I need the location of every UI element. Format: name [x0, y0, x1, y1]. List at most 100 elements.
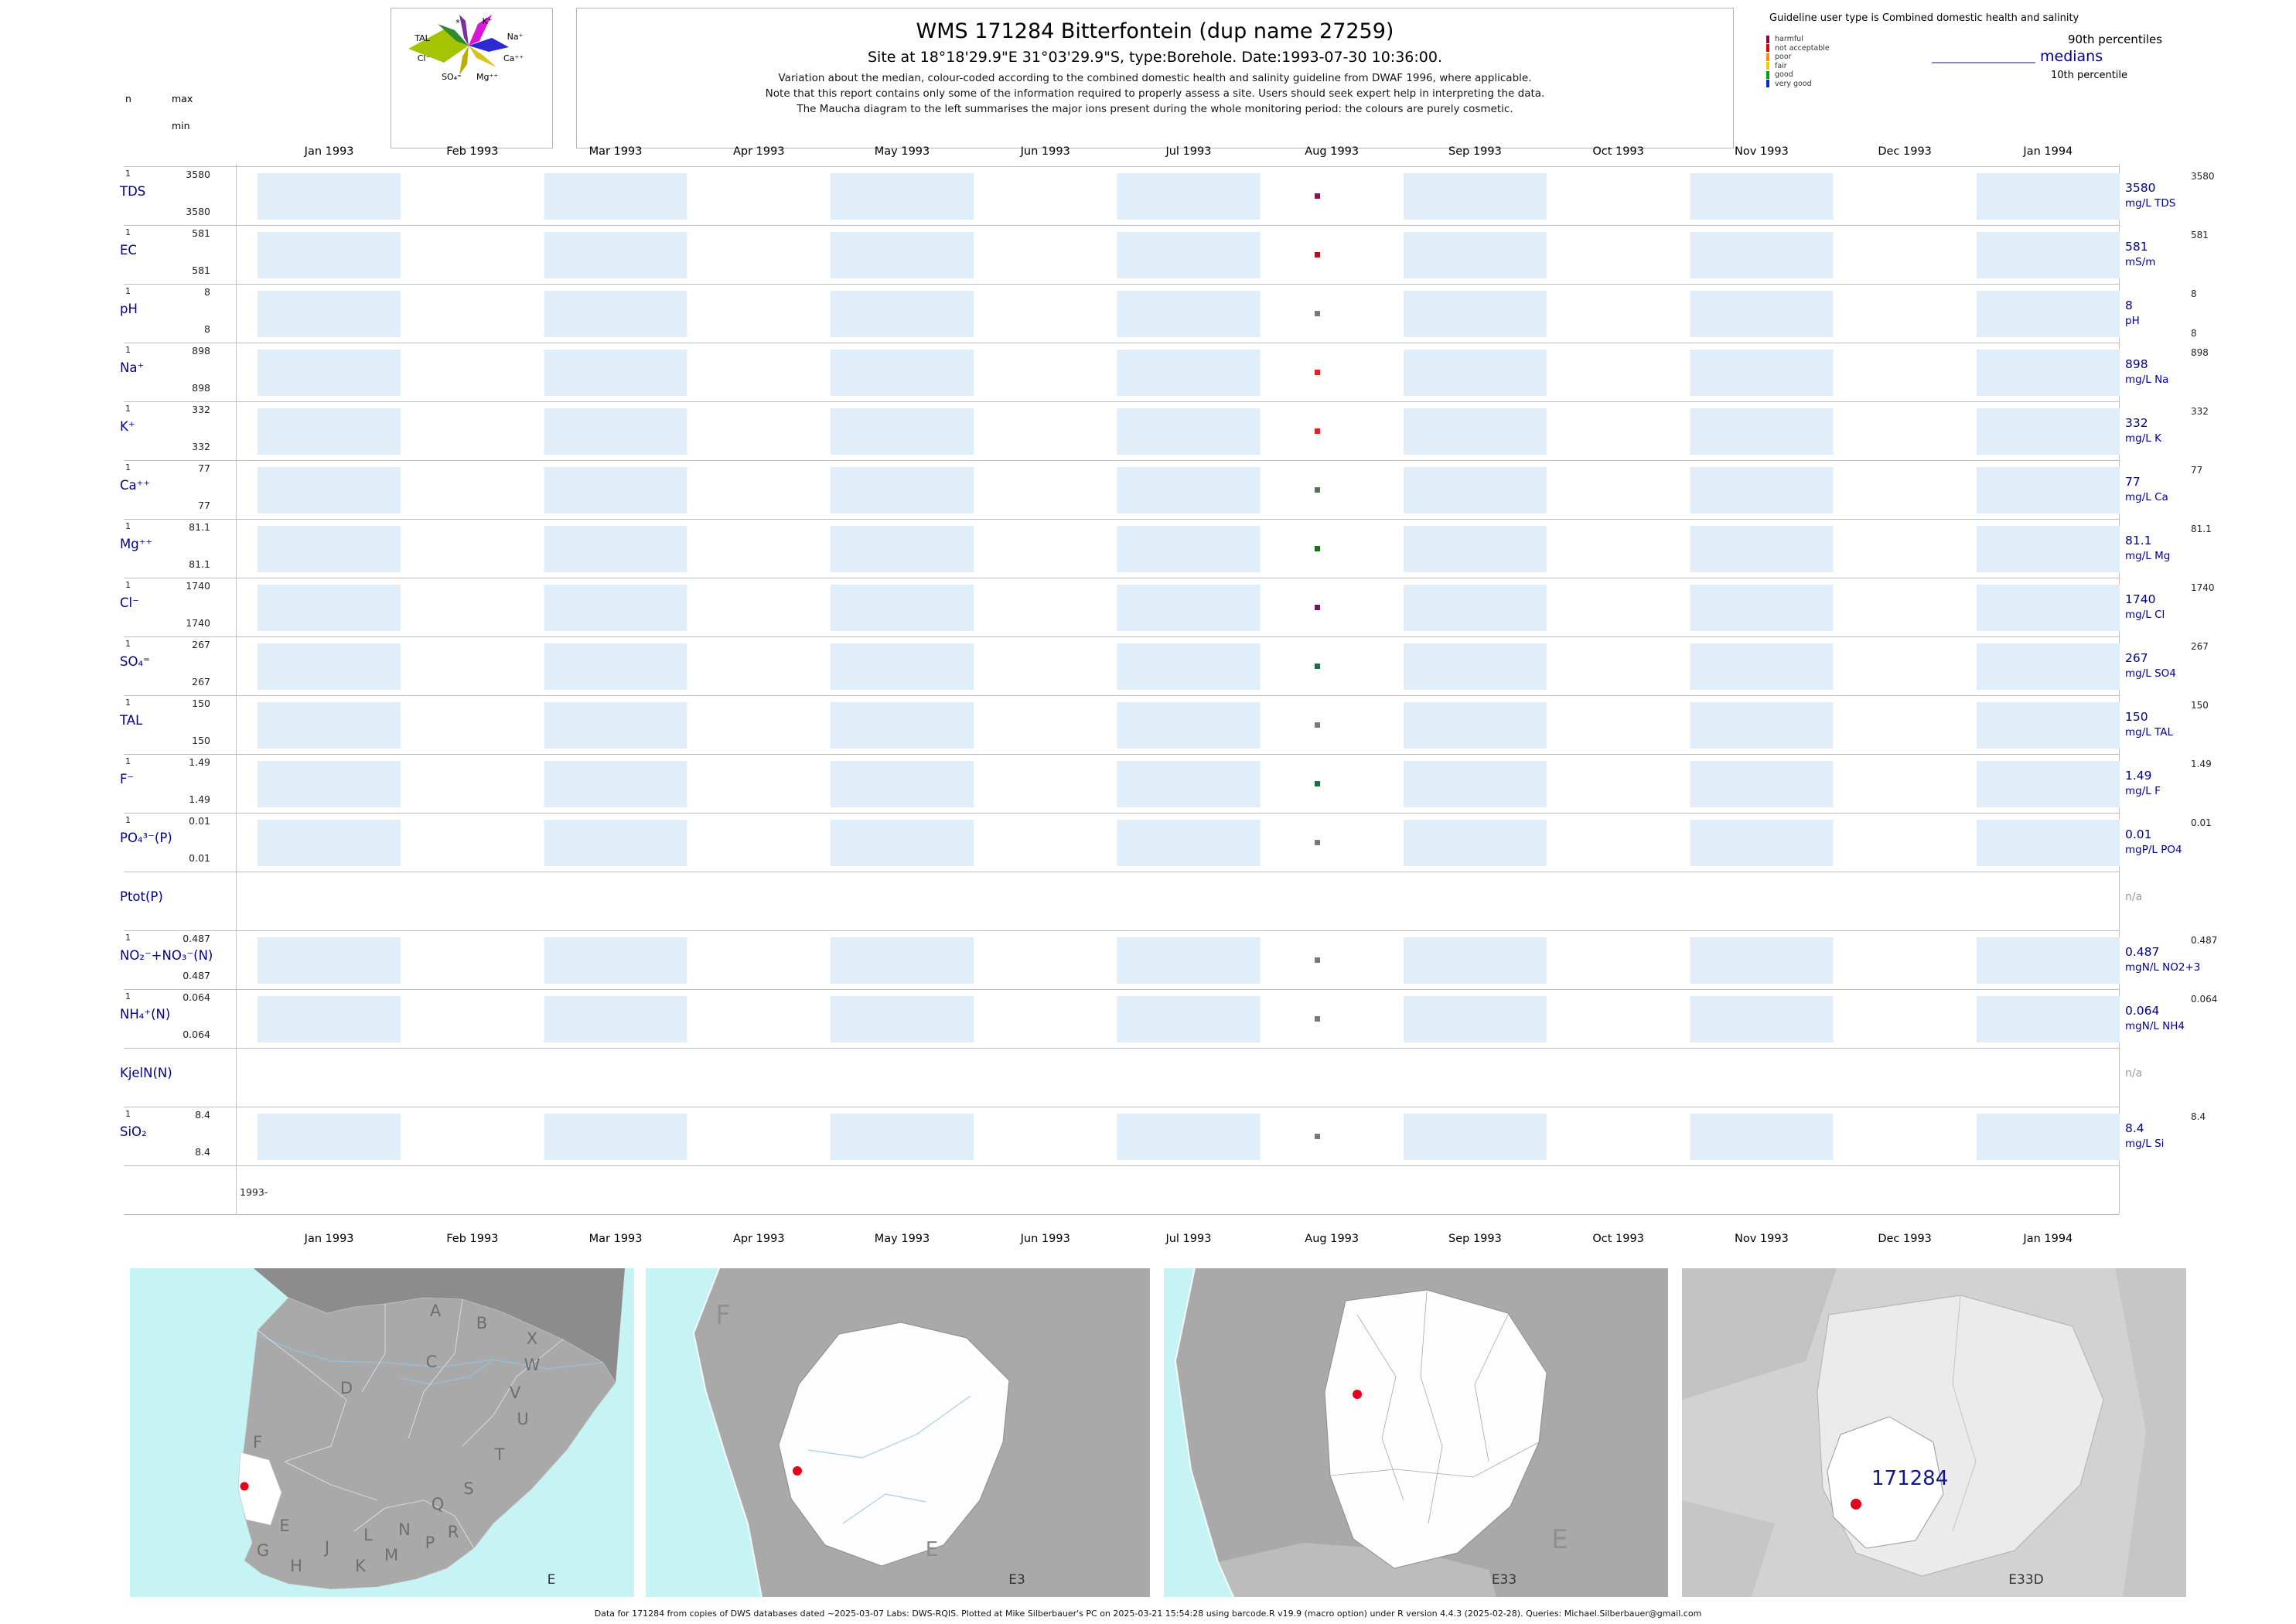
note-maucha: The Maucha diagram to the left summarise… [797, 103, 1513, 115]
region-e-highlight [237, 1452, 282, 1526]
region-letter-f: F [715, 1300, 731, 1331]
min-value: 581 [192, 264, 210, 276]
max-value: 1740 [186, 580, 210, 592]
parameter-row: TAL 1 150 150 150 150 mg/L TAL [120, 695, 2209, 755]
coastline [1174, 1268, 1234, 1597]
parameter-row: Ca⁺⁺ 1 77 77 77 77 mg/L Ca [120, 460, 2202, 520]
drainage-region-letter: X [527, 1329, 537, 1348]
sample-count: 1 [125, 698, 131, 708]
parameter-name: TAL [120, 713, 143, 728]
map-code-label: E [548, 1572, 556, 1588]
max-value: 267 [192, 639, 210, 650]
legend-row: good [1766, 70, 1830, 79]
catchment-white [1324, 1289, 1547, 1569]
month-tick-label: Jan 1994 [2023, 1233, 2073, 1245]
sample-count: 1 [125, 991, 131, 1001]
max-value: 81.1 [189, 521, 210, 533]
parameter-name: Na⁺ [120, 360, 145, 375]
sub-catchment-boundary [1474, 1314, 1509, 1462]
month-stripe-band [258, 467, 2120, 513]
min-value: 0.064 [183, 1029, 210, 1040]
parameter-row: NO₂⁻+NO₃⁻(N) 1 0.487 0.487 0.487 0.487 mgN/L N… [120, 930, 2217, 990]
min-value: 1740 [186, 617, 210, 629]
maucha-diagram: * K⁺ TAL Na⁺ Cl⁻ Ca⁺⁺ SO₄⁼ Mg⁺⁺ [391, 8, 553, 148]
sample-point [1315, 840, 1321, 845]
parameter-name: TDS [120, 184, 146, 199]
month-tick-label: Aug 1993 [1305, 145, 1360, 158]
month-stripe-band [258, 173, 2120, 220]
month-stripe-band [258, 408, 2120, 455]
max-column-header: max [172, 93, 193, 104]
catchment-boundary [462, 1339, 564, 1447]
sample-point [1315, 252, 1321, 258]
catchment-boundary [361, 1304, 386, 1393]
maucha-lobe-k [459, 15, 469, 46]
min-value: 267 [192, 676, 210, 687]
unit-label: mg/L TDS [2125, 197, 2176, 210]
catchment-boundary [408, 1298, 463, 1439]
parameter-name: Cl⁻ [120, 595, 139, 610]
drainage-region-letter: E [279, 1517, 289, 1535]
legend-label: not acceptable [1775, 43, 1830, 53]
min-value: 332 [192, 441, 210, 452]
sample-count: 1 [125, 580, 131, 590]
drainage-region-letter: Q [432, 1495, 445, 1513]
legend-label: poor [1775, 53, 1792, 61]
max-value: 898 [192, 345, 210, 357]
site-marker [1353, 1390, 1362, 1399]
primary-region-map: F E E3 [692, 1268, 1150, 1597]
median-value: 8.4 [2125, 1121, 2144, 1135]
sample-point [1315, 1016, 1321, 1022]
month-tick-label: Jun 1993 [1020, 145, 1070, 158]
legend-swatch-fair [1766, 62, 1769, 70]
drainage-region-letter: P [425, 1534, 435, 1552]
maucha-label-ca: Ca⁺⁺ [503, 53, 524, 63]
unit-label: mg/L Na [2125, 374, 2169, 386]
median-value: 267 [2125, 651, 2148, 665]
unit-label: mg/L K [2125, 432, 2161, 445]
quaternary-region-map: 171284 E33D [1682, 1268, 2186, 1597]
site-description: Site at 18°18'29.9"E 31°03'29.9"S, type:… [867, 49, 1443, 66]
parameter-row: pH 1 8 8 8 8 pH 8 [120, 284, 2197, 343]
neighbor-catchment [1682, 1268, 1837, 1400]
max-value: 1.49 [189, 756, 210, 768]
sample-count: 1 [125, 169, 131, 179]
parameter-row: NH₄⁺(N) 1 0.064 0.064 0.064 0.064 mgN/L NH4 [120, 989, 2217, 1049]
sample-count: 1 [125, 345, 131, 355]
maucha-label-na: Na⁺ [507, 32, 524, 42]
drainage-region-letter: L [363, 1526, 373, 1544]
min-value: 0.487 [183, 970, 210, 981]
plot-frame-left [236, 164, 237, 1214]
p90-value: 150 [2191, 700, 2209, 711]
medians-legend-label: medians [2040, 48, 2103, 65]
month-tick-label: Aug 1993 [1305, 1233, 1360, 1245]
unit-label: mS/m [2125, 256, 2156, 268]
neighbor-catchment [2115, 1268, 2186, 1597]
max-value: 332 [192, 404, 210, 415]
sample-point [1315, 781, 1321, 786]
site-marker [240, 1482, 249, 1491]
min-value: 8.4 [195, 1146, 210, 1158]
legend-swatch-harmful [1766, 35, 1769, 43]
min-column-header: min [172, 120, 190, 131]
drainage-region-letter: V [510, 1383, 521, 1402]
parameter-name: NH₄⁺(N) [120, 1007, 171, 1022]
parameter-name: Mg⁺⁺ [120, 537, 153, 551]
min-value: 77 [198, 500, 210, 511]
maucha-label-cl: Cl⁻ [418, 53, 431, 63]
guideline-user-type: Guideline user type is Combined domestic… [1769, 12, 2079, 24]
median-value: 1.49 [2125, 769, 2152, 783]
unit-label: mg/L Mg [2125, 550, 2171, 562]
catchment-boundary [284, 1461, 378, 1501]
unit-label: pH [2125, 315, 2140, 327]
p10-legend-label: 10th percentile [2051, 70, 2128, 81]
sample-count: 1 [125, 521, 131, 531]
parameter-name: KjelN(N) [120, 1066, 172, 1080]
p90-value: 81.1 [2191, 524, 2212, 534]
parameter-row: EC 1 581 581 581 581 mS/m [120, 225, 2209, 285]
maucha-label-k: K⁺ [482, 16, 492, 26]
month-tick-label: Oct 1993 [1592, 145, 1644, 158]
maucha-lobe-mg [469, 46, 496, 67]
drainage-region-letter: N [398, 1520, 411, 1539]
sample-count: 1 [125, 404, 131, 414]
